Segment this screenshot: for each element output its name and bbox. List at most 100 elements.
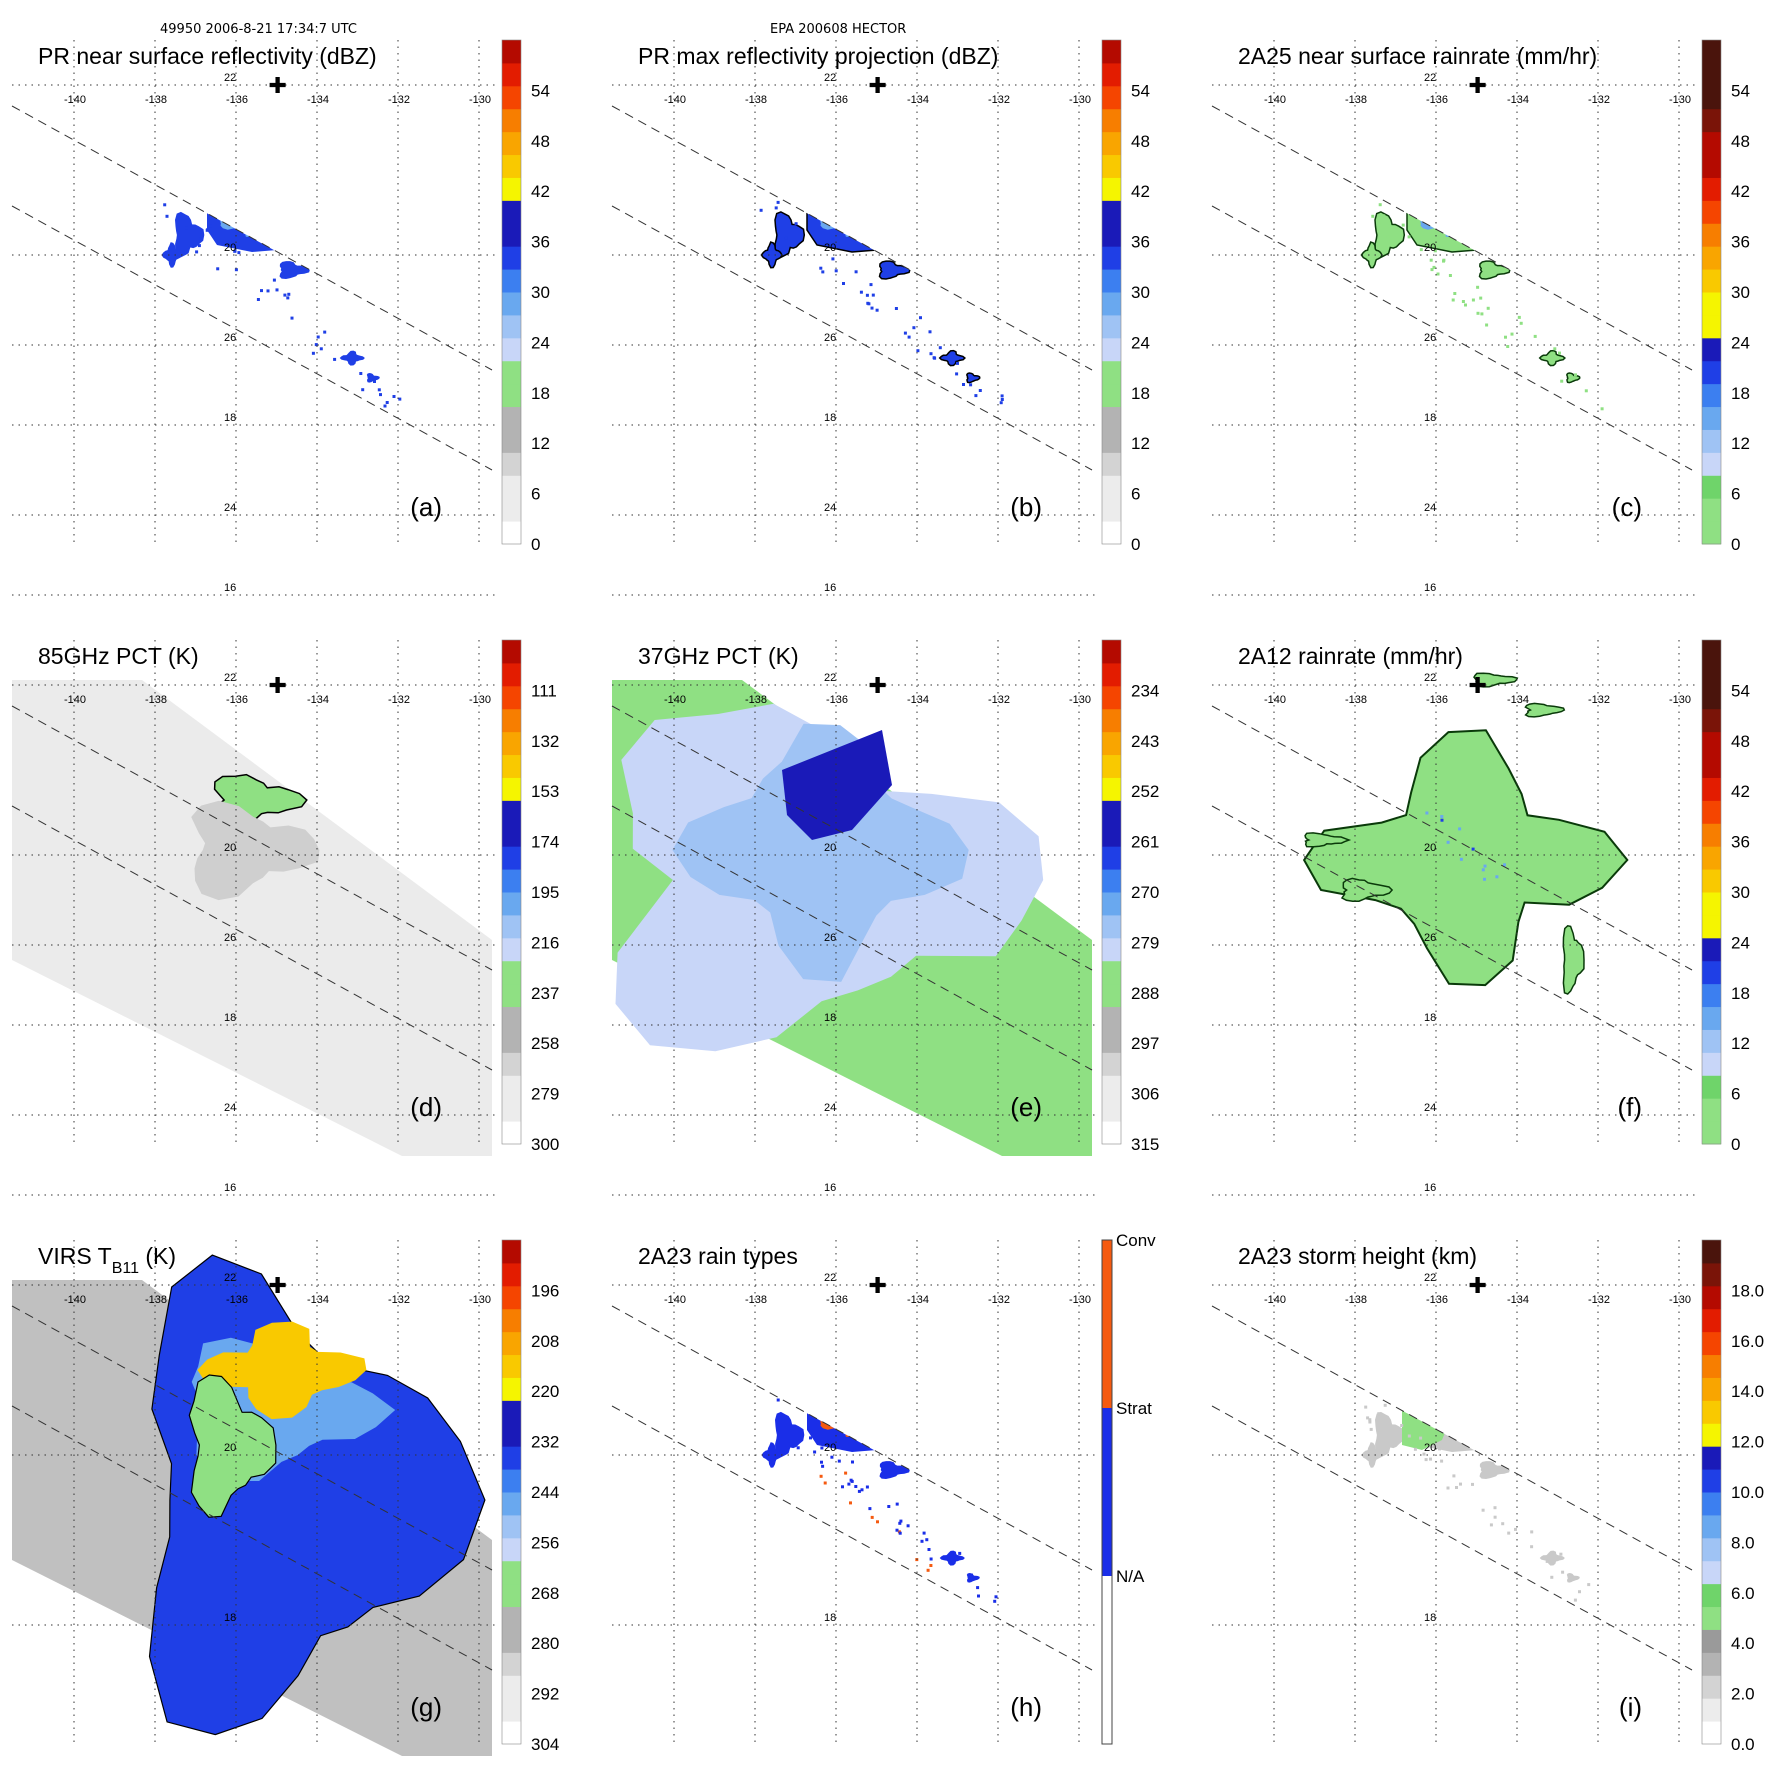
pr-echo-speck [958, 1551, 962, 1555]
tmi-rain-core [1446, 840, 1450, 844]
swath-edge-line [1211, 805, 1693, 1071]
pr-echo-speck [974, 394, 978, 398]
colorbar-segment [1102, 1576, 1112, 1744]
lat-tick-label: 18 [824, 1012, 836, 1024]
colorbar-tick-label: 0 [1731, 1135, 1740, 1154]
swath-edge-line [11, 205, 493, 471]
colorbar-band [1102, 337, 1121, 362]
colorbar-tick-label: 12 [531, 434, 550, 453]
colorbar-band [502, 1285, 521, 1310]
swath-edge-line [11, 1305, 493, 1571]
pr-echo-speck [925, 1538, 929, 1542]
colorbar-tick-label: 306 [1131, 1085, 1159, 1104]
pr-echo-speck [820, 1446, 824, 1450]
header-left-text: 49950 2006-8-21 17:34:7 UTC [160, 22, 357, 37]
pr-echo-speck [398, 397, 402, 401]
colorbar-band [1702, 1721, 1721, 1745]
pr-echo-speck [830, 1455, 834, 1459]
colorbar-band [1102, 521, 1121, 545]
pr-echo-speck [165, 214, 169, 218]
pr-echo-cell [1375, 1411, 1405, 1458]
pr-echo-speck [392, 395, 396, 398]
colorbar-tick-label: 48 [1731, 732, 1750, 751]
panel-title: 2A12 rainrate (mm/hr) [1238, 643, 1463, 669]
colorbar-tick-label: 36 [531, 233, 550, 252]
pr-echo-speck [1533, 334, 1537, 338]
pr-echo-speck [1507, 1531, 1511, 1535]
colorbar-band [502, 269, 521, 293]
tmi-rain-core [1458, 827, 1462, 831]
pr-echo-speck [185, 216, 189, 220]
colorbar-tick-label: 30 [1131, 283, 1150, 302]
colorbar-band [502, 662, 521, 687]
colorbar-band [1102, 708, 1121, 733]
pr-echo-speck [1419, 248, 1423, 252]
virs-edge-region [188, 1374, 277, 1518]
pr-echo-cell [1538, 349, 1567, 367]
pr-echo-speck [857, 1489, 861, 1493]
pr-echo-speck [927, 1548, 931, 1551]
colorbar-band [1102, 777, 1121, 801]
panel-label: (a) [410, 492, 442, 522]
lon-tick-label: -134 [907, 694, 929, 706]
pr-echo-speck [831, 257, 835, 261]
pr-echo-speck [875, 308, 879, 312]
pr-echo-speck [776, 1398, 780, 1402]
pct-colder-region [672, 723, 969, 982]
colorbar-tick-label: 174 [531, 833, 559, 852]
colorbar-band [1702, 429, 1721, 453]
lon-tick-label: -130 [1669, 94, 1691, 106]
pr-echo-speck [759, 208, 763, 212]
colorbar-tick-label: 237 [531, 984, 559, 1003]
colorbar-band [502, 960, 521, 985]
colorbar-band [502, 708, 521, 733]
colorbar-band [1102, 452, 1121, 476]
colorbar-band [1702, 1285, 1721, 1310]
pr-echo-speck [1485, 323, 1489, 327]
tmi-rain-core [1440, 818, 1444, 822]
pr-echo-speck [841, 1485, 844, 1489]
colorbar-band [1102, 154, 1121, 178]
colorbar-band [1702, 1583, 1721, 1608]
pr-echo-speck [821, 270, 825, 274]
pr-echo-speck [266, 289, 270, 293]
colorbar-band [1702, 521, 1721, 545]
colorbar-band [502, 383, 521, 408]
swath-edge-line [1211, 205, 1693, 471]
pr-echo-speck [898, 1531, 902, 1535]
panel-label: (h) [1010, 1692, 1042, 1722]
lon-tick-label: -140 [64, 1294, 86, 1306]
pr-echo-speck [1382, 214, 1386, 218]
pr-echo-speck [1489, 1523, 1493, 1527]
colorbar-frame [1101, 639, 1122, 1145]
lon-tick-label: -140 [1264, 94, 1286, 106]
colorbar-band [1702, 1514, 1721, 1539]
swath-edge-line [11, 105, 493, 371]
tmi-rain-core [1481, 868, 1485, 872]
pr-echo-speck [1440, 1459, 1444, 1463]
colorbar-band [502, 521, 521, 545]
lat-tick-label: 20 [1424, 242, 1436, 254]
lon-tick-label: -132 [988, 694, 1010, 706]
colorbar-band [502, 246, 521, 270]
colorbar-band [1702, 685, 1721, 710]
colorbar-tick-label: 6 [1731, 485, 1740, 504]
pr-echo-cell [879, 1461, 910, 1479]
conv-pixel [876, 1520, 879, 1524]
colorbar-band [1102, 914, 1121, 939]
colorbar-band [1102, 685, 1121, 710]
pr-echo-speck [1366, 1416, 1370, 1420]
conv-pixel [849, 1501, 852, 1505]
pr-echo-speck [865, 293, 869, 297]
colorbar-band [502, 1262, 521, 1287]
colorbar-band [502, 892, 521, 916]
pr-echo-speck [311, 351, 315, 355]
colorbar-band [1102, 314, 1121, 339]
colorbar-band [502, 1354, 521, 1378]
pr-echo-speck [834, 269, 838, 273]
lon-tick-label: -140 [1264, 1294, 1286, 1306]
colorbar-tick-label: 252 [1131, 782, 1159, 801]
pr-echo-speck [999, 401, 1003, 405]
pr-echo-speck [868, 1507, 872, 1511]
colorbar-band [1702, 314, 1721, 339]
